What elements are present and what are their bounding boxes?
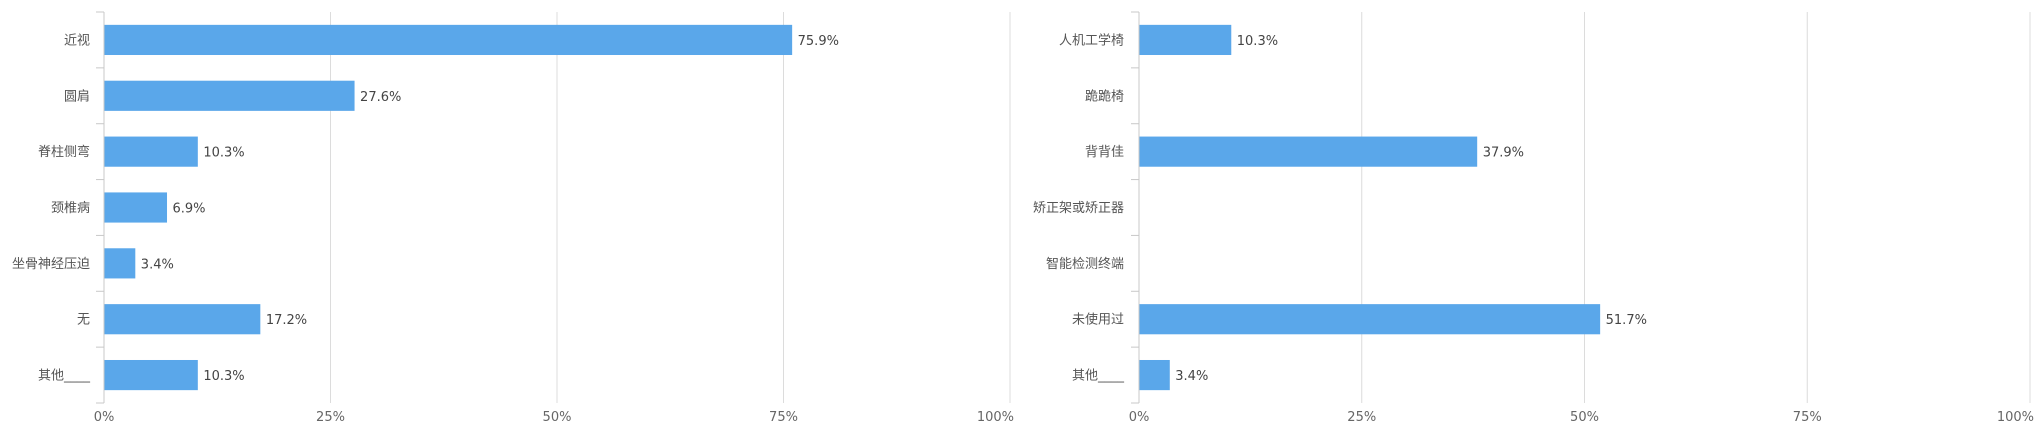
- bar: [104, 136, 198, 167]
- x-tick-label: 100%: [977, 410, 1014, 425]
- data-label: 75.9%: [798, 34, 839, 49]
- data-label: 10.3%: [203, 146, 244, 161]
- category-label: 颈椎病: [51, 201, 90, 216]
- bar: [104, 80, 355, 111]
- category-label: 未使用过: [1072, 312, 1124, 328]
- data-label: 27.6%: [360, 90, 401, 105]
- category-label: 其他____: [1072, 369, 1125, 384]
- bar: [104, 24, 793, 56]
- data-label: 10.3%: [203, 369, 244, 384]
- bar: [104, 248, 136, 279]
- category-label: 圆肩: [64, 88, 90, 104]
- bar: [1139, 136, 1478, 167]
- data-label: 3.4%: [141, 257, 174, 272]
- bar: [1139, 24, 1232, 56]
- x-tick-label: 25%: [1347, 410, 1376, 425]
- data-label: 6.9%: [173, 202, 206, 217]
- category-label: 智能检测终端: [1046, 256, 1124, 272]
- bar: [104, 304, 261, 335]
- category-label: 人机工学椅: [1059, 32, 1124, 48]
- x-tick-label: 75%: [1793, 410, 1822, 425]
- category-label: 脊柱侧弯: [38, 144, 90, 160]
- x-tick-label: 0%: [94, 410, 115, 425]
- bar: [104, 192, 168, 223]
- data-label: 51.7%: [1606, 313, 1647, 328]
- chart-health-issues: 0% 25% 50% 75% 100% 近视 75.9% 圆肩 27.6% 脊柱侧弯 10.3% 颈椎…: [12, 11, 1014, 425]
- category-label: 无: [77, 313, 90, 328]
- category-label: 矫正架或矫正器: [1033, 201, 1124, 216]
- category-label: 跪跪椅: [1085, 89, 1124, 104]
- x-tick-label: 25%: [316, 410, 345, 425]
- bar: [1139, 359, 1170, 391]
- bar: [104, 359, 198, 391]
- x-tick-label: 75%: [769, 410, 798, 425]
- data-label: 10.3%: [1237, 34, 1278, 49]
- x-tick-label: 50%: [543, 410, 572, 425]
- category-label: 其他____: [38, 369, 91, 384]
- x-tick-label: 100%: [1997, 410, 2034, 425]
- category-label: 背背佳: [1085, 145, 1124, 160]
- data-label: 17.2%: [266, 313, 307, 328]
- data-label: 3.4%: [1175, 369, 1208, 384]
- x-tick-label: 0%: [1129, 410, 1150, 425]
- category-label: 近视: [64, 33, 90, 48]
- bar: [1139, 304, 1601, 335]
- category-label: 坐骨神经压迫: [12, 257, 90, 272]
- data-label: 37.9%: [1483, 146, 1524, 161]
- x-tick-label: 50%: [1570, 410, 1599, 425]
